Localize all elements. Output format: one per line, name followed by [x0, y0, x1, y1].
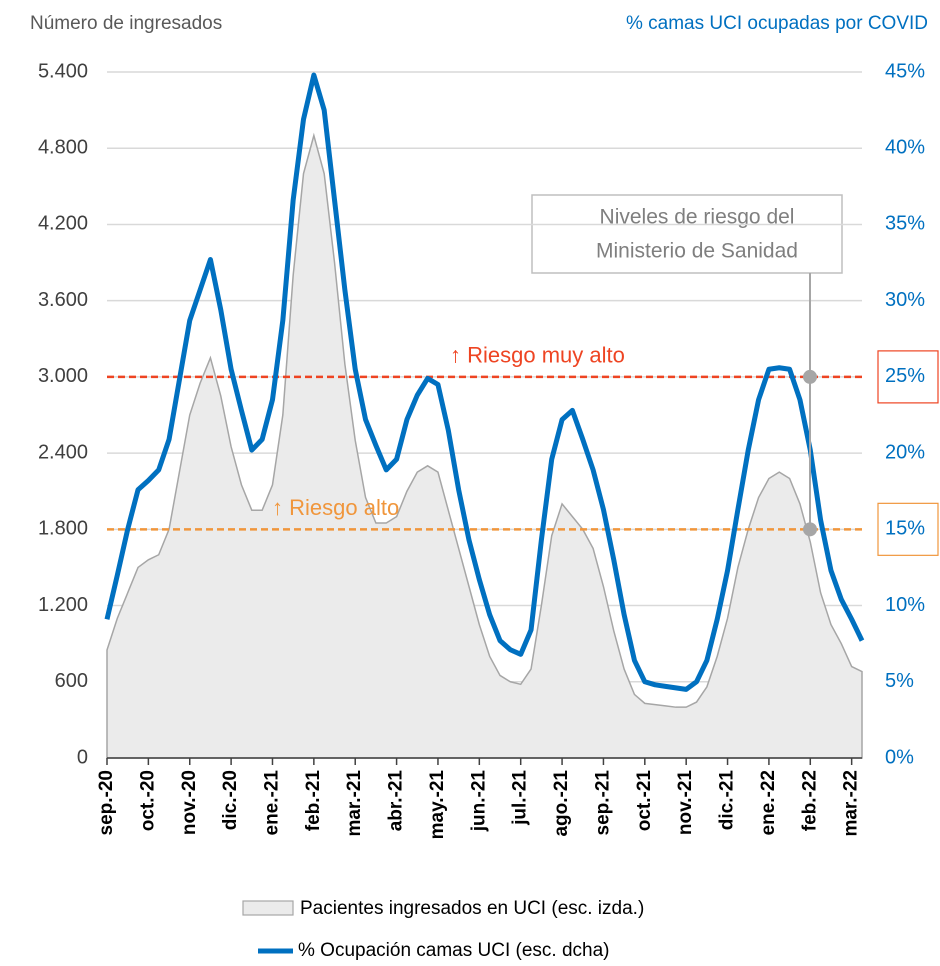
y-tick-label: 2.400	[38, 441, 88, 463]
y2-tick-label: 0%	[885, 746, 914, 768]
annotation-text: Niveles de riesgo del	[600, 206, 795, 229]
x-tick-label: dic.-21	[717, 770, 738, 831]
y2-axis-title: % camas UCI ocupadas por COVID	[626, 13, 928, 34]
x-tick-label: dic.-20	[220, 770, 241, 830]
y2-tick-label: 25%	[885, 365, 925, 387]
y2-tick-label: 5%	[885, 670, 914, 692]
x-tick-label: feb.-21	[303, 770, 324, 832]
y-tick-label: 4.800	[38, 137, 88, 159]
x-tick-label: nov.-21	[675, 770, 696, 836]
x-tick-label: ago.-21	[551, 770, 572, 837]
area	[106, 132, 863, 759]
reference-tick-box	[877, 502, 939, 556]
legend-label: % Ocupación camas UCI (esc. dcha)	[298, 940, 610, 961]
x-tick-label: may.-21	[427, 770, 448, 840]
y2-tick-label: 40%	[885, 137, 925, 159]
annotation-dot	[803, 369, 817, 384]
line	[104, 72, 865, 692]
legend-label: Pacientes ingresados en UCI (esc. izda.)	[300, 898, 644, 919]
y-tick-label: 600	[55, 670, 88, 692]
y-tick-label: 1.200	[38, 594, 88, 616]
reference-label: ↑ Riesgo muy alto	[450, 343, 625, 368]
y-tick-label: 1.800	[38, 518, 88, 540]
y2-tick-label: 30%	[885, 289, 925, 311]
reference-tick-box	[877, 350, 939, 404]
y-axis-title: Número de ingresados	[30, 13, 222, 34]
y-tick-label: 3.000	[38, 365, 88, 387]
y-tick-label: 5.400	[38, 60, 88, 82]
annotation-text: Ministerio de Sanidad	[596, 240, 798, 263]
x-tick-label: mar.-21	[344, 770, 365, 837]
y-tick-label: 4.200	[38, 213, 88, 235]
x-tick-label: sep.-21	[592, 770, 613, 836]
reference-label: ↑ Riesgo alto	[272, 495, 399, 520]
annotation-box	[531, 194, 843, 274]
y2-tick-label: 15%	[885, 518, 925, 540]
x-tick-label: sep.-20	[96, 770, 117, 835]
x-tick-label: oct.-21	[634, 770, 655, 832]
x-tick-label: abr.-21	[386, 770, 407, 832]
x-tick-label: mar.-22	[841, 770, 862, 837]
legend-swatch	[242, 900, 294, 916]
x-tick-label: jun.-21	[468, 770, 489, 833]
annotation-dot	[803, 522, 817, 537]
x-tick-label: nov.-20	[179, 770, 200, 835]
x-tick-label: oct.-20	[137, 770, 158, 831]
y2-tick-label: 20%	[885, 441, 925, 463]
x-tick-label: ene.-21	[261, 770, 282, 836]
y2-tick-label: 10%	[885, 594, 925, 616]
x-tick-label: feb.-22	[799, 770, 820, 831]
x-tick-label: jul.-21	[510, 770, 531, 826]
y-tick-label: 0	[77, 746, 88, 768]
x-tick-label: ene.-22	[758, 770, 779, 835]
y-tick-label: 3.600	[38, 289, 88, 311]
y2-tick-label: 45%	[885, 60, 925, 82]
y2-tick-label: 35%	[885, 213, 925, 235]
